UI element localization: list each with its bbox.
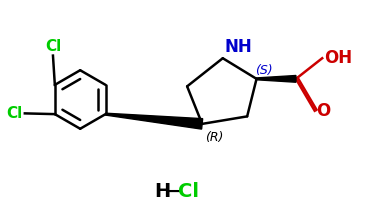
Text: Cl: Cl bbox=[45, 39, 61, 54]
Text: O: O bbox=[316, 102, 330, 120]
Text: NH: NH bbox=[225, 38, 253, 56]
Text: (S): (S) bbox=[255, 64, 272, 77]
Polygon shape bbox=[105, 113, 203, 129]
Text: −: − bbox=[167, 182, 183, 201]
Text: Cl: Cl bbox=[178, 182, 200, 201]
Text: OH: OH bbox=[324, 49, 352, 67]
Text: (R): (R) bbox=[205, 131, 223, 144]
Text: H: H bbox=[155, 182, 171, 201]
Polygon shape bbox=[257, 76, 296, 82]
Text: Cl: Cl bbox=[7, 106, 23, 121]
